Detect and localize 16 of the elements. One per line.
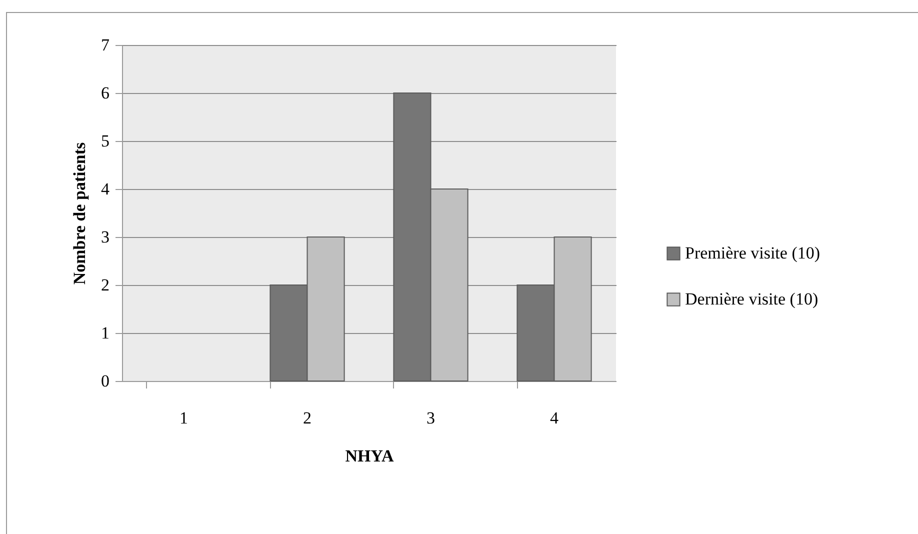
x-tick-label: 1	[180, 408, 188, 428]
y-tick-label: 5	[101, 132, 110, 150]
x-tick-label: 3	[426, 408, 435, 428]
y-tick-label: 0	[101, 372, 110, 390]
legend-label: Dernière visite (10)	[685, 290, 818, 308]
y-tick-label: 2	[101, 276, 110, 294]
legend-label: Première visite (10)	[685, 244, 820, 262]
y-tick-label: 7	[101, 36, 110, 54]
y-tick-label: 4	[101, 180, 110, 198]
y-tick-label: 3	[101, 228, 110, 246]
y-axis-title: Nombre de patients	[70, 142, 89, 285]
y-tick-label: 1	[101, 324, 110, 342]
x-tick-label: 4	[550, 408, 559, 428]
x-tick-label: 2	[303, 408, 312, 428]
y-tick-label: 6	[101, 84, 110, 102]
x-axis-title: NHYA	[345, 446, 394, 466]
